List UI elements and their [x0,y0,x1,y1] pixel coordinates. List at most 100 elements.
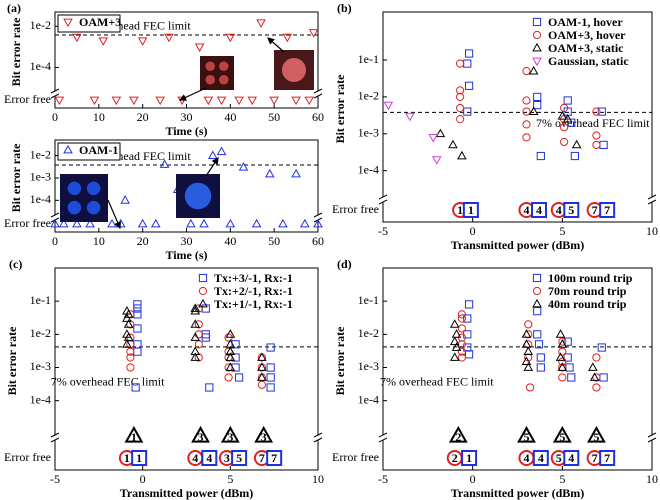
marker-circle [126,363,135,372]
inset-arrow [205,157,219,177]
marker-triangle-down [431,156,442,165]
error-free-count: 1 [468,203,474,217]
legend-label: Gaussian, static [548,54,629,68]
marker-square [567,373,576,382]
error-free-count: 4 [536,203,542,217]
marker-circle [525,383,535,392]
marker-triangle-down [532,57,542,67]
marker-square [133,300,142,309]
y-tick-label: 1e-2 [30,147,51,161]
marker-triangle [123,332,134,341]
marker-triangle [190,352,201,361]
marker-square [464,300,474,309]
marker-triangle-down [234,96,244,106]
marker-circle [532,30,542,40]
marker-circle [524,320,533,329]
axis-break [647,432,657,438]
marker-circle [457,310,467,319]
axis-break [378,437,388,443]
axis-break [313,212,323,218]
marker-square [464,49,474,58]
x-tick-label: -5 [378,472,388,486]
marker-square [266,363,275,372]
marker-triangle [448,425,468,443]
x-axis-label: Time (s) [165,248,207,262]
marker-triangle [451,329,462,338]
legend-label: OAM+3 [79,15,121,29]
plot-frame [382,267,653,471]
marker-triangle [225,362,236,371]
marker-triangle [588,362,598,371]
marker-triangle [190,346,201,356]
marker-square [563,450,580,466]
legend-frame [57,142,121,161]
x-tick-label: 50 [268,110,280,124]
marker-triangle [448,139,458,149]
marker-triangle-down [111,96,122,106]
x-tick-label: 20 [137,234,149,248]
marker-square [266,343,275,352]
inset-spot [205,61,215,71]
marker-circle [456,86,465,95]
error-free-count: 2 [452,451,458,465]
marker-circle [457,353,467,362]
axis-break [50,93,60,99]
marker-square [597,107,606,116]
x-tick-label: -5 [378,224,388,238]
inset-arrow [178,87,207,101]
x-tick-label: 50 [268,234,280,248]
marker-triangle [58,218,69,228]
marker-triangle [449,319,460,328]
legend-label: 100m round trip [548,271,633,285]
error-free-count: 4 [538,451,544,465]
marker-triangle-down [203,96,214,106]
error-free-count: 1 [131,430,137,444]
marker-triangle [571,139,582,149]
marker-square [463,59,472,68]
error-free-count: 3 [261,430,267,444]
marker-circle [558,357,567,366]
marker-triangle [557,111,568,120]
marker-square [462,202,479,218]
error-free-count: 7 [604,203,610,217]
marker-triangle [528,106,539,115]
marker-triangle [521,329,532,338]
y-tick-label: 1e-3 [358,126,379,140]
marker-triangle [257,372,267,381]
marker-triangle [123,319,134,328]
axis-break [647,194,657,200]
marker-square [131,450,148,466]
y-tick-label: 1e-1 [358,52,379,66]
error-free-count: 4 [206,451,212,465]
error-free-count: 4 [568,451,574,465]
y-axis-label: Bit error rate [9,17,23,87]
marker-square [565,363,574,372]
error-free-label: Error free [4,92,51,106]
x-tick-label: 10 [646,224,658,238]
marker-square [231,450,248,466]
marker-triangle [557,362,568,371]
marker-triangle-down [54,96,65,106]
marker-square [231,340,240,349]
marker-triangle-down [137,37,148,46]
y-tick-label: 1e-1 [30,293,51,307]
marker-square [131,383,140,392]
error-free-label: Error free [332,202,379,216]
marker-triangle [137,218,148,228]
marker-circle [194,304,203,313]
marker-triangle [198,298,208,308]
y-tick-label: 1e-2 [358,326,379,340]
x-tick-label: 30 [181,110,193,124]
y-tick-label: 1e-1 [358,293,379,307]
marker-square [533,307,542,316]
y-tick-label: 1e-4 [358,392,379,406]
error-free-count: 3 [224,451,230,465]
marker-triangle [532,42,542,52]
error-free-count: 4 [523,203,529,217]
marker-square [201,333,210,342]
marker-square [531,202,548,218]
x-tick-label: 0 [470,472,476,486]
marker-triangle [300,218,310,228]
x-tick-label: 30 [181,234,193,248]
marker-triangle-down [164,33,174,43]
